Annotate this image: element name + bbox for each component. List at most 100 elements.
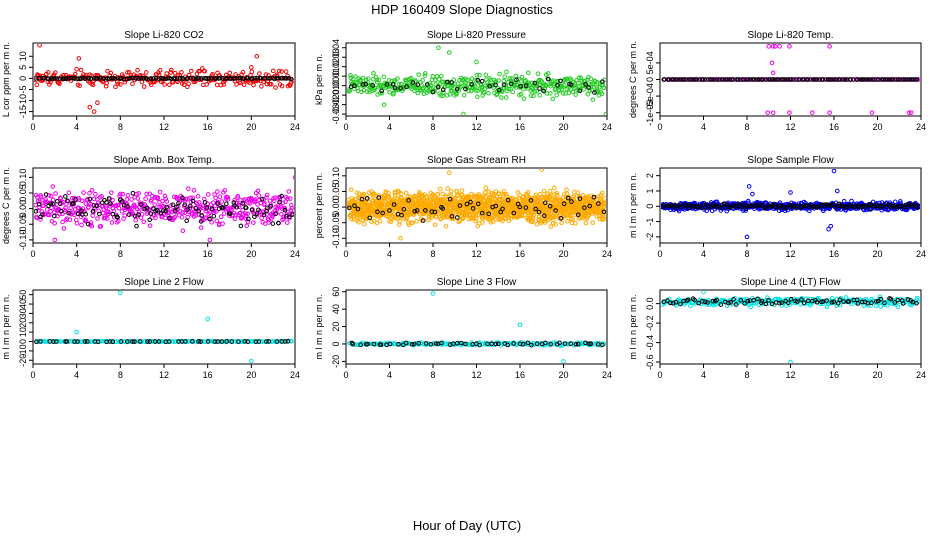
mean-point	[274, 75, 280, 81]
mean-point	[861, 77, 866, 82]
mean-point	[64, 339, 70, 344]
x-tick-label: 16	[203, 122, 213, 132]
mean-point	[127, 75, 133, 81]
data-point	[105, 216, 110, 221]
mean-point	[215, 201, 220, 206]
y-tick-label: 0.00	[18, 200, 28, 218]
mean-point	[227, 211, 233, 217]
x-tick-label: 16	[203, 249, 213, 259]
outlier-point	[205, 316, 210, 322]
mean-point	[592, 90, 597, 95]
mean-point	[290, 212, 294, 217]
mean-point	[700, 77, 706, 82]
mean-point	[180, 195, 185, 201]
data-point	[543, 204, 549, 210]
y-tick-label: 5e-04	[645, 51, 655, 74]
data-point	[476, 192, 482, 197]
data-point	[276, 68, 282, 74]
mean-point	[568, 82, 574, 87]
data-point	[285, 196, 290, 201]
data-point	[139, 212, 145, 217]
y-tick-label: -0.10	[18, 230, 28, 251]
x-tick-label: 4	[387, 122, 392, 132]
mean-point	[151, 76, 156, 81]
mean-point	[265, 76, 271, 81]
data-point	[532, 89, 537, 94]
mean-point	[57, 201, 63, 207]
data-point	[497, 71, 502, 77]
x-tick-label: 20	[246, 249, 256, 259]
mean-point	[477, 342, 482, 348]
mean-point	[702, 77, 708, 82]
y-axis-label: m l m n per m n.	[314, 294, 324, 359]
data-point	[89, 339, 95, 344]
data-point	[554, 190, 560, 196]
mean-point	[780, 77, 786, 82]
data-point	[473, 88, 479, 93]
data-point	[501, 78, 507, 84]
outlier-point	[603, 111, 606, 115]
outlier-point	[292, 175, 294, 180]
mean-point	[229, 339, 235, 344]
mean-point	[282, 339, 288, 344]
plot-frame	[32, 289, 296, 365]
data-point	[868, 303, 874, 308]
mean-point	[78, 75, 83, 81]
mean-point	[712, 203, 718, 209]
data-point	[249, 69, 255, 74]
mean-point	[54, 339, 59, 344]
data-point	[473, 216, 479, 221]
x-tick-label: 4	[74, 249, 79, 259]
data-point	[465, 342, 471, 347]
mean-point	[470, 206, 476, 211]
mean-point	[34, 209, 39, 214]
y-tick-label: -5	[18, 85, 28, 93]
x-tick-label: 0	[30, 249, 35, 259]
x-tick-label: 12	[159, 249, 169, 259]
y-axis-label: m l m n per m n.	[1, 294, 11, 359]
x-tick-label: 20	[558, 370, 568, 380]
mean-point	[364, 196, 370, 201]
data-point	[519, 79, 524, 84]
y-tick-label: -20	[18, 354, 28, 367]
mean-point	[423, 341, 429, 346]
mean-point	[148, 76, 154, 81]
x-tick-label: 12	[471, 249, 481, 259]
y-tick-label: -15	[18, 105, 28, 118]
mean-point	[34, 339, 39, 345]
mean-point	[480, 210, 485, 216]
mean-point	[279, 75, 285, 81]
data-point	[39, 209, 45, 214]
mean-point	[475, 201, 481, 207]
data-point	[57, 81, 62, 87]
data-point	[281, 216, 287, 222]
data-point	[583, 220, 589, 226]
mean-point	[170, 202, 176, 208]
data-point	[105, 211, 111, 217]
mean-point	[569, 199, 574, 204]
data-point	[513, 73, 519, 79]
y-tick-label: 0.05	[331, 183, 341, 201]
mean-point	[557, 340, 562, 346]
data-point	[47, 82, 52, 87]
data-point	[472, 84, 478, 89]
mean-point	[586, 85, 591, 90]
mean-point	[274, 339, 280, 344]
data-point	[559, 220, 564, 226]
mean-point	[511, 341, 516, 346]
outlier-point	[765, 110, 770, 115]
mean-point	[211, 213, 217, 219]
data-point	[214, 82, 220, 88]
y-tick-label: 50	[18, 290, 28, 300]
data-point	[162, 82, 167, 87]
data-point	[142, 339, 148, 344]
data-point	[61, 226, 67, 231]
mean-point	[153, 76, 159, 81]
y-tick-label: -0.6	[645, 354, 655, 370]
mean-point	[271, 76, 277, 82]
data-point	[234, 82, 239, 87]
data-point	[268, 202, 273, 207]
x-tick-label: 0	[657, 370, 662, 380]
mean-point	[196, 76, 202, 81]
x-tick-label: 0	[343, 249, 348, 259]
